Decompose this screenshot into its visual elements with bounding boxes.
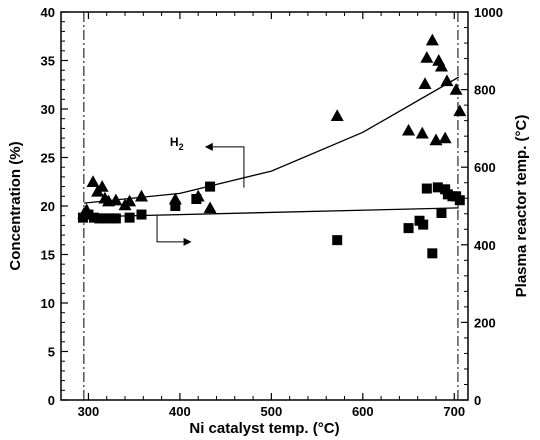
- y2-axis-title: Plasma reactor temp. (°C): [513, 115, 530, 298]
- y2-tick-label: 800: [474, 83, 496, 98]
- y-tick-label: 35: [41, 54, 55, 69]
- y2-tick-label: 200: [474, 315, 496, 330]
- data-point-triangle: [123, 194, 137, 207]
- data-point-square: [421, 183, 432, 194]
- data-point-triangle: [415, 126, 429, 139]
- y-tick-label: 10: [41, 296, 55, 311]
- x-tick-label: 600: [352, 404, 374, 419]
- data-point-triangle: [440, 74, 454, 87]
- temp-pointer-line: [156, 215, 184, 243]
- x-tick-label: 400: [169, 404, 191, 419]
- data-point-triangle: [453, 104, 467, 117]
- data-point-square: [99, 213, 110, 224]
- data-point-square: [205, 181, 216, 192]
- data-point-square: [124, 212, 135, 223]
- x-tick-label: 300: [78, 404, 100, 419]
- data-point-triangle: [425, 33, 439, 46]
- y-tick-label: 5: [48, 345, 55, 360]
- x-axis-title: Ni catalyst temp. (°C): [189, 420, 339, 437]
- data-point-square: [427, 248, 438, 259]
- y-tick-label: 20: [41, 199, 55, 214]
- data-point-square: [332, 235, 343, 246]
- y-tick-label: 40: [41, 5, 55, 20]
- data-point-square: [418, 219, 429, 230]
- data-point-triangle: [402, 123, 416, 136]
- data-point-triangle: [95, 180, 109, 192]
- data-point-square: [432, 182, 443, 193]
- data-point-square: [403, 223, 414, 234]
- h2-label-sub: 2: [179, 142, 184, 152]
- data-point-triangle: [109, 193, 123, 206]
- fit-line: [83, 76, 460, 204]
- data-point-square: [191, 194, 202, 205]
- data-point-square: [440, 184, 451, 195]
- y-tick-label: 25: [41, 151, 55, 166]
- data-point-square: [94, 213, 105, 224]
- data-point-square: [110, 213, 121, 224]
- y2-tick-label: 1000: [474, 5, 503, 20]
- data-point-square: [105, 213, 116, 224]
- data-points: [77, 33, 467, 259]
- y2-tick-label: 0: [474, 393, 481, 408]
- data-point-square: [88, 212, 99, 223]
- h2-pointer-line: [212, 146, 245, 188]
- reference-lines: [83, 12, 459, 400]
- y-tick-label: 0: [48, 393, 55, 408]
- arrows: [156, 142, 245, 246]
- y2-tick-label: 600: [474, 160, 496, 175]
- data-point-triangle: [420, 51, 434, 63]
- data-point-square: [136, 209, 147, 220]
- y-tick-label: 30: [41, 102, 55, 117]
- y-axis-title: Concentration (%): [7, 141, 24, 270]
- ticks: 300 400 500 600 7000510152025303540020040060…: [41, 5, 503, 419]
- data-point-triangle: [330, 109, 344, 121]
- data-point-triangle: [434, 59, 448, 72]
- x-tick-label: 700: [443, 404, 465, 419]
- data-point-square: [454, 195, 465, 206]
- temp-pointer-arrowhead: [183, 237, 192, 246]
- y-tick-label: 15: [41, 248, 55, 263]
- data-point-square: [170, 201, 181, 211]
- data-point-triangle: [86, 175, 100, 187]
- data-point-square: [77, 212, 88, 223]
- h2-label-main: H: [170, 135, 179, 149]
- data-point-triangle: [418, 77, 432, 89]
- h2-pointer-arrowhead: [204, 142, 213, 151]
- data-point-square: [436, 207, 447, 218]
- y2-tick-label: 400: [474, 238, 496, 253]
- data-point-triangle: [438, 131, 452, 144]
- data-point-triangle: [134, 189, 148, 202]
- h2-label: H2: [170, 135, 184, 152]
- data-point-square: [83, 209, 94, 220]
- data-point-triangle: [203, 201, 217, 214]
- x-tick-label: 500: [261, 404, 283, 419]
- data-point-triangle: [429, 133, 443, 146]
- data-point-triangle: [449, 83, 463, 95]
